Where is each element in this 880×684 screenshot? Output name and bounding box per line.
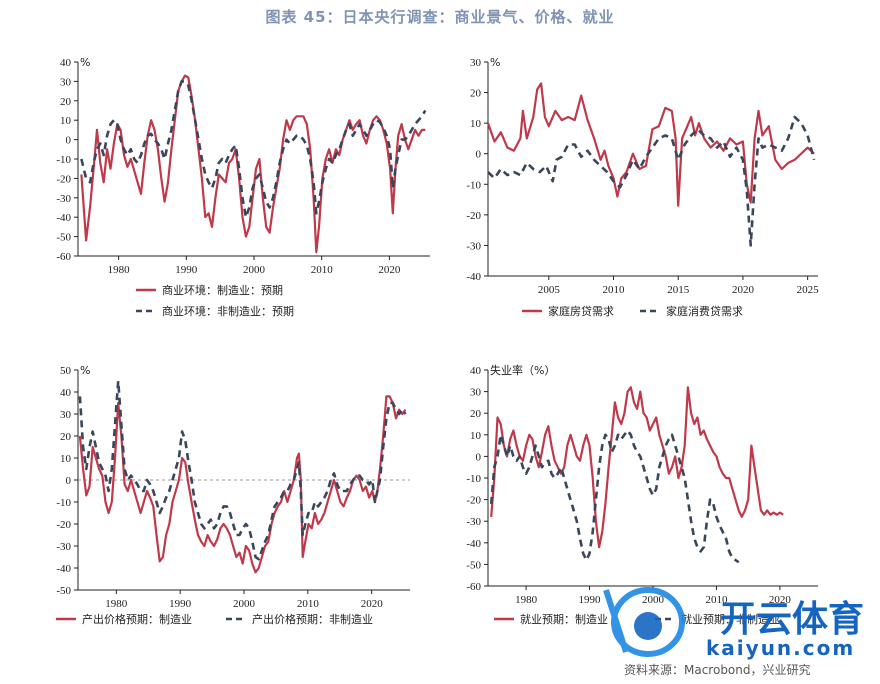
chart2-ytick-label: 0 (476, 149, 482, 161)
chart3-xtick-label: 1990 (169, 598, 192, 610)
chart2-ytick-label: -30 (466, 240, 481, 252)
chart3-ytick-label: 20 (60, 431, 72, 443)
chart2-ytick-label: -20 (466, 210, 481, 222)
chart1-ytick-label: 10 (60, 115, 72, 127)
chart4-ytick-label: 0 (476, 451, 482, 463)
chart2-xtick-label: 2015 (667, 284, 690, 296)
chart3-xtick-label: 2010 (297, 598, 320, 610)
chart2-legend-label-2: 家庭消费贷需求 (666, 304, 743, 318)
chart3-ytick-label: 50 (60, 365, 72, 377)
chart2-ytick-label: 20 (470, 88, 482, 100)
chart2-series-line-2 (487, 115, 816, 247)
chart2-legend-label-1: 家庭房贷需求 (548, 304, 614, 318)
chart4-ytick-label: -10 (466, 473, 481, 485)
chart2-ytick-label: -40 (466, 271, 481, 283)
chart1-xtick-label: 1990 (175, 264, 198, 276)
chart3-xtick-label: 1980 (105, 598, 128, 610)
chart1-ytick-label: -50 (56, 232, 71, 244)
chart2-ytick-label: 10 (470, 118, 482, 130)
chart1-xtick-label: 1980 (108, 264, 131, 276)
chart1-ytick-label: 40 (60, 57, 72, 69)
chart1-ytick-label: -40 (56, 212, 71, 224)
chart2-series-line-1 (486, 82, 815, 207)
watermark-logo (586, 582, 876, 660)
chart3-ytick-label: -40 (56, 563, 71, 575)
figure-title: 图表 45：日本央行调查：商业景气、价格、就业 (265, 8, 615, 26)
chart3-ytick-label: -10 (56, 497, 71, 509)
chart1-ytick-label: -30 (56, 193, 71, 205)
chart2-xtick-label: 2010 (603, 284, 626, 296)
chart4-xtick-label: 2020 (769, 594, 792, 606)
chart2-xtick-label: 2020 (732, 284, 755, 296)
chart4-ytick-label: 40 (470, 365, 482, 377)
chart3-legend-label-1: 产出价格预期：制造业 (82, 612, 192, 626)
chart2-y-label: % (490, 56, 500, 69)
chart3-ytick-label: -50 (56, 585, 71, 597)
chart2-ytick-label: -10 (466, 179, 481, 191)
chart4-ytick-label: 20 (470, 408, 482, 420)
chart1-ytick-label: 20 (60, 96, 72, 108)
chart1-legend-label-1: 商业环境：制造业：预期 (162, 283, 283, 297)
chart1-ytick-label: -10 (56, 154, 71, 166)
chart2-xtick-label: 2025 (797, 284, 820, 296)
chart3-legend-label-2: 产出价格预期：非制造业 (252, 612, 373, 626)
chart4-y-label: 失业率（%） (490, 363, 555, 377)
chart1-xtick-label: 2010 (311, 264, 334, 276)
chart1-series-line-1 (80, 74, 426, 254)
chart2-ytick-label: 30 (470, 57, 482, 69)
watermark-graphic (603, 587, 685, 657)
chart4-legend-label-2: 就业预期：非制造业 (681, 612, 780, 626)
chart3-xtick-label: 2000 (233, 598, 256, 610)
chart2-xtick-label: 2005 (538, 284, 561, 296)
chart4-ytick-label: -40 (466, 538, 481, 550)
chart4-xtick-label: 2000 (642, 594, 665, 606)
source-note: 资料来源：Macrobond，兴业研究 (624, 663, 811, 677)
chart1-ytick-label: 0 (66, 135, 72, 147)
chart3-xtick-label: 2020 (361, 598, 384, 610)
chart4-ytick-label: -50 (466, 559, 481, 571)
chart1-series-line-2 (80, 80, 427, 219)
chart1-xtick-label: 2000 (243, 264, 266, 276)
chart3-ytick-label: -30 (56, 541, 71, 553)
chart4-ytick-label: -20 (466, 495, 481, 507)
chart3-series-line-2 (78, 379, 407, 561)
chart1-ytick-label: -60 (56, 251, 71, 263)
chart3-ytick-label: 30 (60, 409, 72, 421)
chart1-y-label: % (80, 56, 90, 69)
chart1-ytick-label: 30 (60, 76, 72, 88)
chart3-y-label: % (80, 364, 90, 377)
chart1-legend-label-2: 商业环境：非制造业：预期 (162, 304, 294, 318)
chart3-ytick-label: 0 (66, 475, 72, 487)
watermark-text-en: kaiyun.com (706, 636, 856, 660)
chart4-xtick-label: 1990 (579, 594, 602, 606)
chart4-xtick-label: 2010 (705, 594, 728, 606)
chart4-series-line-1 (490, 386, 784, 549)
chart4-ytick-label: -60 (466, 581, 481, 593)
chart4-ytick-label: -30 (466, 516, 481, 528)
chart4-legend-label-1: 就业预期：制造业 (520, 612, 608, 626)
chart1-xtick-label: 2020 (378, 264, 401, 276)
chart4-ytick-label: 30 (470, 387, 482, 399)
chart1-ytick-label: -20 (56, 173, 71, 185)
chart3-ytick-label: 40 (60, 387, 72, 399)
chart3-ytick-label: -20 (56, 519, 71, 531)
chart4-series-line-2 (489, 429, 740, 564)
watermark-text-cn: 开云体育 (720, 599, 865, 640)
chart3-ytick-label: 10 (60, 453, 72, 465)
chart4-ytick-label: 10 (470, 430, 482, 442)
chart3-series-line-1 (78, 395, 407, 574)
chart4-xtick-label: 1980 (515, 594, 538, 606)
